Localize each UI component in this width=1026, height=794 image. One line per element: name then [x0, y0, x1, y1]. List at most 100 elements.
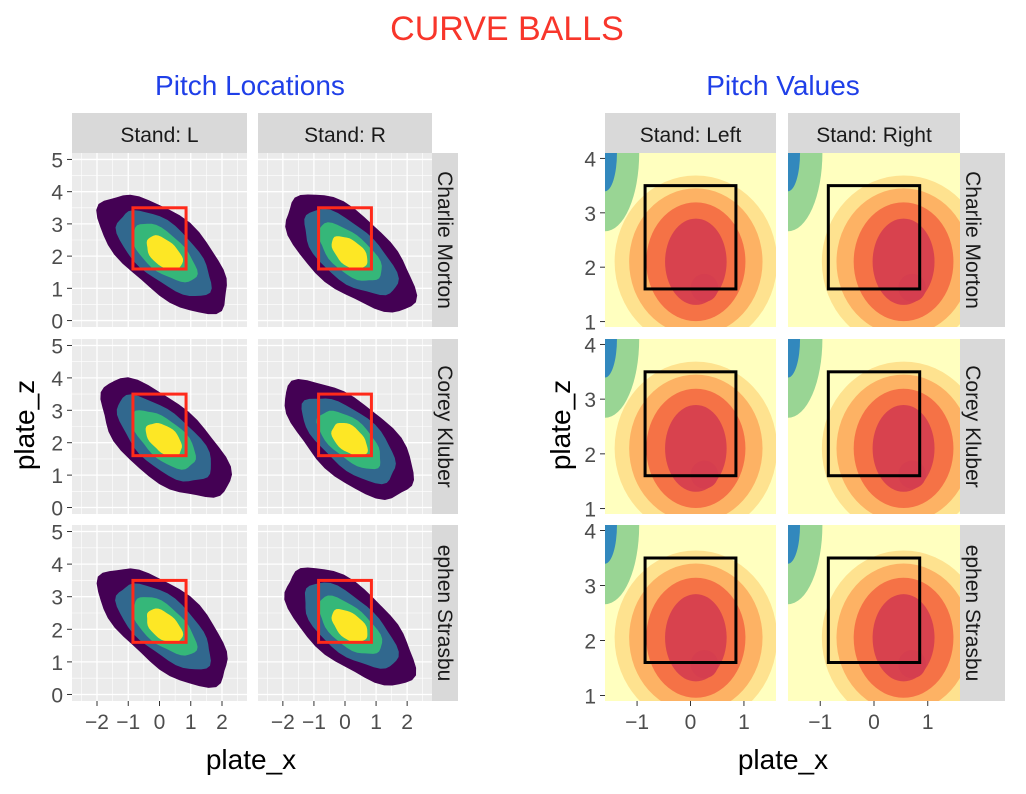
right-row-strip	[960, 153, 1005, 327]
right-y-tick-label: 4	[584, 334, 596, 357]
strike-zone-box	[317, 392, 373, 458]
value-surface	[788, 153, 960, 327]
left-y-tick-label: 4	[51, 182, 63, 205]
left-facet-r0c1	[258, 153, 432, 327]
left-xlabel: plate_x	[206, 744, 296, 775]
left-y-tick-label: 2	[51, 246, 63, 269]
left-x-tick-label: 2	[216, 711, 228, 734]
right-x-tick-label: −1	[808, 711, 832, 734]
right-row-strip	[960, 339, 1005, 514]
left-row-strip	[432, 525, 458, 701]
left-y-tick-label: 1	[51, 278, 63, 301]
right-x-tick-label: 0	[868, 711, 880, 734]
left-y-tick-label: 0	[51, 498, 63, 521]
left-facet-r1c1	[258, 339, 432, 514]
right-row-strip-label: ephen Strasbu	[961, 545, 984, 682]
density-contours	[96, 194, 227, 315]
left-facet-r2c0	[72, 525, 247, 701]
right-subtitle: Pitch Values	[706, 70, 860, 101]
left-y-tick-label: 1	[51, 652, 63, 675]
strike-zone-box	[826, 184, 922, 291]
right-y-tick-label: 1	[584, 499, 596, 522]
left-y-tick-label: 5	[51, 522, 63, 545]
strike-zone-box	[643, 184, 738, 291]
right-facet-r2c1	[788, 525, 960, 701]
left-facet-r1c0	[72, 339, 247, 514]
density-level-3	[331, 423, 368, 457]
left-y-tick-label: 0	[51, 311, 63, 334]
value-contour	[788, 525, 801, 564]
value-surface	[788, 339, 960, 514]
right-ylabel: plate_z	[545, 380, 576, 470]
left-row-strip-label: Corey Kluber	[433, 365, 456, 488]
left-x-tick-label: 1	[370, 711, 382, 734]
right-col-strip	[788, 113, 960, 153]
density-level-3	[145, 423, 182, 457]
value-contour	[605, 525, 617, 564]
value-contour	[898, 650, 926, 679]
right-col-strip	[605, 113, 776, 153]
left-x-tick-label: 0	[154, 711, 166, 734]
right-xlabel: plate_x	[738, 744, 828, 775]
right-x-tick-label: 1	[738, 711, 750, 734]
strike-zone-box	[131, 206, 188, 271]
right-row-strip	[960, 525, 1005, 701]
left-y-tick-label: 3	[51, 400, 63, 423]
left-facet-r0c0	[72, 153, 247, 327]
left-y-tick-label: 1	[51, 465, 63, 488]
strike-zone-box	[317, 206, 373, 271]
right-col-strip-label: Stand: Right	[816, 124, 932, 147]
density-level-3	[331, 609, 368, 644]
right-y-tick-label: 4	[584, 148, 596, 171]
right-x-tick-label: −1	[625, 711, 649, 734]
left-y-tick-label: 3	[51, 587, 63, 610]
right-row-strip-label: Charlie Morton	[961, 171, 984, 309]
strike-zone-box	[643, 556, 738, 664]
left-ylabel: plate_z	[9, 380, 40, 470]
value-contour	[605, 339, 617, 378]
left-y-tick-label: 4	[51, 554, 63, 577]
left-y-tick-label: 5	[51, 149, 63, 172]
left-x-tick-label: −2	[85, 711, 109, 734]
right-facet-r1c0	[605, 339, 776, 514]
strike-zone-box	[131, 578, 188, 644]
strike-zone-box	[826, 556, 922, 664]
left-col-strip-label: Stand: L	[120, 124, 198, 147]
right-y-tick-label: 3	[584, 389, 596, 412]
left-facet-r2c1	[258, 525, 432, 701]
right-y-tick-label: 3	[584, 203, 596, 226]
left-row-strip-label: ephen Strasbu	[433, 545, 456, 682]
left-x-tick-label: 2	[401, 711, 413, 734]
right-row-strip-label: Corey Kluber	[961, 365, 984, 488]
density-level-3	[147, 608, 184, 643]
left-x-tick-label: 0	[339, 711, 351, 734]
left-y-tick-label: 3	[51, 214, 63, 237]
left-x-tick-label: −2	[271, 711, 295, 734]
right-y-tick-label: 4	[584, 521, 596, 544]
right-facet-r1c1	[788, 339, 960, 514]
left-x-tick-label: −1	[116, 711, 140, 734]
value-contour	[690, 650, 719, 679]
right-y-tick-label: 1	[584, 686, 596, 709]
right-x-tick-label: 0	[685, 711, 697, 734]
left-y-tick-label: 2	[51, 433, 63, 456]
right-y-tick-label: 1	[584, 312, 596, 335]
value-contour	[605, 153, 617, 192]
right-y-tick-label: 2	[584, 257, 596, 280]
strike-zone-box	[826, 370, 922, 478]
right-facet-r2c0	[605, 525, 776, 701]
left-x-tick-label: −1	[302, 711, 326, 734]
left-y-tick-label: 2	[51, 619, 63, 642]
left-y-tick-label: 4	[51, 368, 63, 391]
left-col-strip	[258, 113, 432, 153]
left-subtitle: Pitch Locations	[155, 70, 345, 101]
right-facet-r0c1	[788, 153, 960, 327]
left-x-tick-label: 1	[185, 711, 197, 734]
right-y-tick-label: 3	[584, 576, 596, 599]
strike-zone-box	[131, 392, 188, 458]
left-col-strip	[72, 113, 247, 153]
strike-zone-box	[317, 578, 373, 644]
density-contours	[284, 379, 414, 500]
